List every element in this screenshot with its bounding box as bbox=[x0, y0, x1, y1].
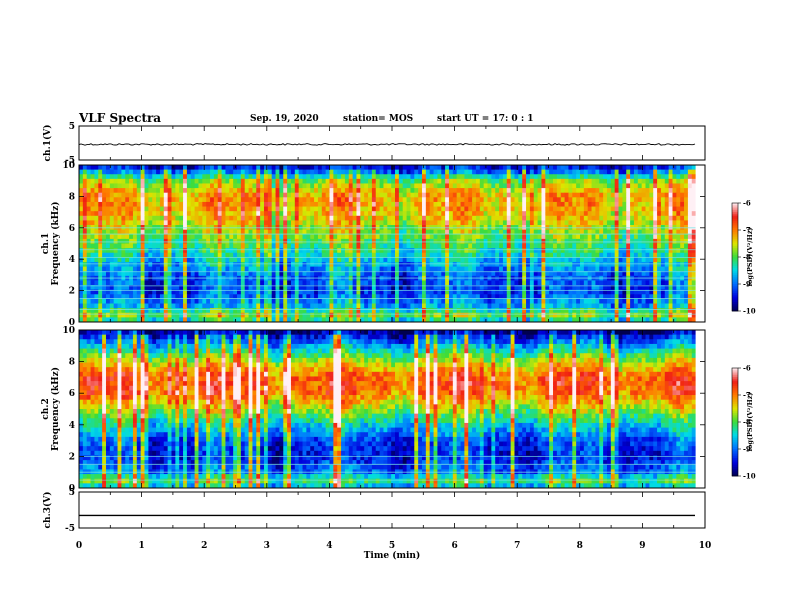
colorbar-tick-label: -10 bbox=[743, 472, 756, 481]
no-data-strip bbox=[695, 330, 705, 488]
ch1-spectrogram-image bbox=[79, 165, 705, 323]
ch1-waveform-axes bbox=[78, 125, 706, 161]
y-tick-label: 10 bbox=[62, 161, 75, 171]
colorbar-tick-label: -8 bbox=[743, 418, 751, 427]
colorbar-tick-label: -10 bbox=[743, 307, 756, 316]
ch3-waveform-frame bbox=[78, 491, 706, 529]
ch1-waveform-trace bbox=[78, 143, 696, 146]
ch1-waveform-frame bbox=[78, 125, 706, 161]
y-tick-label: 4 bbox=[69, 421, 75, 431]
y-tick-label: 6 bbox=[69, 224, 75, 234]
x-tick-label: 4 bbox=[326, 541, 332, 551]
x-axis-label: Time (min) bbox=[364, 550, 421, 561]
y-tick-label: 8 bbox=[69, 192, 75, 202]
y-tick-label: 6 bbox=[69, 389, 75, 399]
y-tick-label: 10 bbox=[62, 326, 75, 336]
y-tick-label: 8 bbox=[69, 358, 75, 368]
ch1-spectrogram-ylabel-channel: ch.1 bbox=[41, 233, 51, 254]
x-tick-label: 6 bbox=[451, 541, 457, 551]
x-tick-label: 9 bbox=[639, 541, 645, 551]
station-label: station= MOS bbox=[343, 114, 414, 124]
y-tick-label: 5 bbox=[69, 122, 75, 132]
colorbar-tick-label: -8 bbox=[743, 253, 751, 262]
y-tick-label: 2 bbox=[69, 452, 75, 462]
colorbar-tick-label: -9 bbox=[743, 280, 751, 289]
y-tick-label: 2 bbox=[69, 287, 75, 297]
y-tick-label: -5 bbox=[65, 524, 75, 534]
start-time-label: start UT = 17: 0 : 1 bbox=[437, 114, 534, 124]
colorbar-tick-label: -7 bbox=[743, 226, 751, 235]
x-tick-label: 10 bbox=[699, 541, 712, 551]
ch1-spectrogram-colorbar bbox=[731, 202, 741, 312]
colorbar-tick-label: -7 bbox=[743, 391, 751, 400]
y-tick-label: 5 bbox=[69, 488, 75, 498]
ch3-waveform-axes bbox=[78, 491, 706, 529]
y-tick-label: 4 bbox=[69, 255, 75, 265]
ch1-spectrogram-colorbar-label: log(PSD)(V²/Hz) bbox=[746, 228, 754, 287]
ch2-spectrogram-axes bbox=[78, 329, 706, 489]
ch2-spectrogram-image bbox=[79, 330, 705, 489]
x-tick-label: 5 bbox=[389, 541, 395, 551]
y-tick-label: -5 bbox=[65, 156, 75, 166]
ch1-spectrogram-ylabel-freq: Frequency (kHz) bbox=[50, 201, 61, 285]
ch2-spectrogram-colorbar bbox=[731, 367, 741, 477]
ch2-spectrogram-ylabel-freq: Frequency (kHz) bbox=[50, 367, 61, 451]
x-tick-label: 2 bbox=[201, 541, 207, 551]
x-tick-label: 0 bbox=[76, 541, 82, 551]
no-data-strip bbox=[695, 165, 705, 322]
x-tick-label: 3 bbox=[264, 541, 270, 551]
colorbar-tick-label: -6 bbox=[743, 364, 751, 373]
ch3-waveform-ylabel: ch.3(V) bbox=[42, 492, 53, 529]
x-tick-label: 7 bbox=[514, 541, 520, 551]
y-tick-label: 0 bbox=[69, 484, 75, 494]
date-label: Sep. 19, 2020 bbox=[250, 114, 319, 124]
x-tick-label: 1 bbox=[138, 541, 144, 551]
y-tick-label: 0 bbox=[69, 318, 75, 328]
ch2-spectrogram-ylabel-channel: ch.2 bbox=[41, 398, 51, 419]
colorbar-tick-label: -6 bbox=[743, 199, 751, 208]
ch2-spectrogram-colorbar-label: log(PSD)(V²/Hz) bbox=[746, 393, 754, 452]
colorbar-tick-label: -9 bbox=[743, 445, 751, 454]
x-tick-label: 8 bbox=[577, 541, 583, 551]
chart-title: VLF Spectra bbox=[79, 111, 162, 125]
ch1-spectrogram-axes bbox=[78, 164, 706, 323]
ch1-waveform-ylabel: ch.1(V) bbox=[42, 125, 53, 162]
